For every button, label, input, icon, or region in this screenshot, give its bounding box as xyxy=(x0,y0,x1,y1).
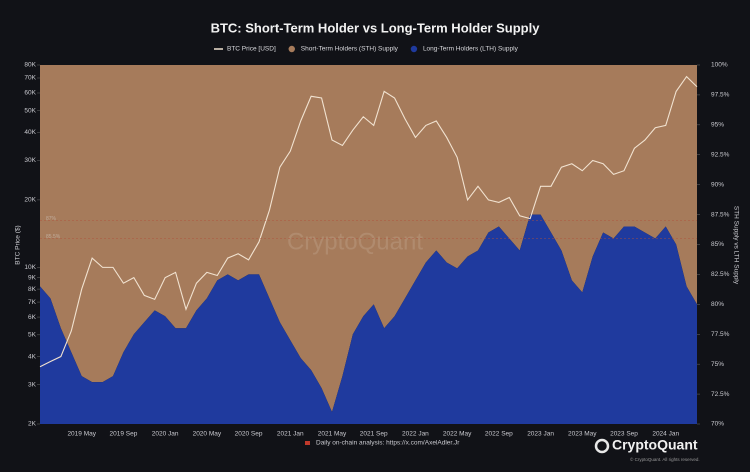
y2-tick-label: 87.5% xyxy=(711,211,730,218)
x-tick-label: 2024 Jan xyxy=(652,431,679,438)
y-tick-label: 70K xyxy=(24,75,36,82)
y-tick-label: 40K xyxy=(24,129,36,136)
x-tick-label: 2023 Jan xyxy=(527,431,554,438)
x-tick-label: 2020 Sep xyxy=(235,431,263,438)
y-tick-label: 80K xyxy=(24,62,36,69)
chart-title: BTC: Short-Term Holder vs Long-Term Hold… xyxy=(211,20,541,35)
x-tick-label: 2022 May xyxy=(443,431,472,438)
x-tick-label: 2019 Sep xyxy=(110,431,138,438)
y-tick-label: 20K xyxy=(24,197,36,204)
y-tick-label: 8K xyxy=(28,286,37,293)
legend-swatch xyxy=(288,45,295,53)
brand-logo xyxy=(594,438,610,454)
legend-label: BTC Price [USD] xyxy=(227,46,276,53)
y2-tick-label: 77.5% xyxy=(711,331,730,338)
y-tick-label: 60K xyxy=(24,90,36,97)
y2-tick-label: 100% xyxy=(711,62,728,69)
watermark: CryptoQuant xyxy=(287,228,423,255)
legend-swatch xyxy=(410,45,418,53)
y2-tick-label: 95% xyxy=(711,122,724,129)
x-tick-label: 2022 Jan xyxy=(402,431,429,438)
x-tick-label: 2019 May xyxy=(67,431,96,438)
x-tick-label: 2023 May xyxy=(568,431,597,438)
y-tick-label: 6K xyxy=(28,314,37,321)
y-tick-label: 10K xyxy=(24,264,36,271)
x-tick-label: 2020 May xyxy=(193,431,222,438)
y2-tick-label: 82.5% xyxy=(711,271,730,278)
y-tick-label: 4K xyxy=(28,353,37,360)
x-tick-label: 2020 Jan xyxy=(152,431,179,438)
annotation-label: 85.5% xyxy=(46,234,61,240)
annotation-label: 87% xyxy=(46,216,57,222)
legend-label: Long-Term Holders (LTH) Supply xyxy=(423,46,519,53)
y2-axis-label: STH Supply vs LTH Supply xyxy=(732,206,739,285)
btc-price-line xyxy=(39,75,698,368)
x-tick-label: 2021 May xyxy=(318,431,347,438)
y2-tick-label: 97.5% xyxy=(711,92,730,99)
legend-label: Short-Term Holders (STH) Supply xyxy=(301,46,399,53)
lth-area xyxy=(40,214,697,424)
footnote: Daily on-chain analysis: https://x.com/A… xyxy=(316,440,460,447)
brand-name: CryptoQuant xyxy=(612,437,698,453)
y-tick-label: 30K xyxy=(24,157,36,164)
y-axis-label: BTC Price ($) xyxy=(15,225,22,264)
y-tick-label: 50K xyxy=(24,107,36,114)
y-tick-label: 9K xyxy=(28,274,37,281)
y-tick-label: 2K xyxy=(28,421,37,428)
y2-tick-label: 80% xyxy=(711,301,724,308)
x-tick-label: 2023 Sep xyxy=(610,431,638,438)
y2-tick-label: 90% xyxy=(711,181,724,188)
y-tick-label: 3K xyxy=(28,381,37,388)
x-tick-label: 2022 Sep xyxy=(485,431,513,438)
y-tick-label: 5K xyxy=(28,332,37,339)
copyright: © CryptoQuant. All rights reserved. xyxy=(630,456,700,462)
footnote-icon xyxy=(305,441,310,445)
x-tick-label: 2021 Sep xyxy=(360,431,388,438)
x-tick-label: 2021 Jan xyxy=(277,431,304,438)
y2-tick-label: 72.5% xyxy=(711,391,730,398)
y2-tick-label: 75% xyxy=(711,361,724,368)
y2-tick-label: 70% xyxy=(711,421,724,428)
y2-tick-label: 85% xyxy=(711,241,724,248)
y-tick-label: 7K xyxy=(28,299,37,306)
y2-tick-label: 92.5% xyxy=(711,151,730,158)
